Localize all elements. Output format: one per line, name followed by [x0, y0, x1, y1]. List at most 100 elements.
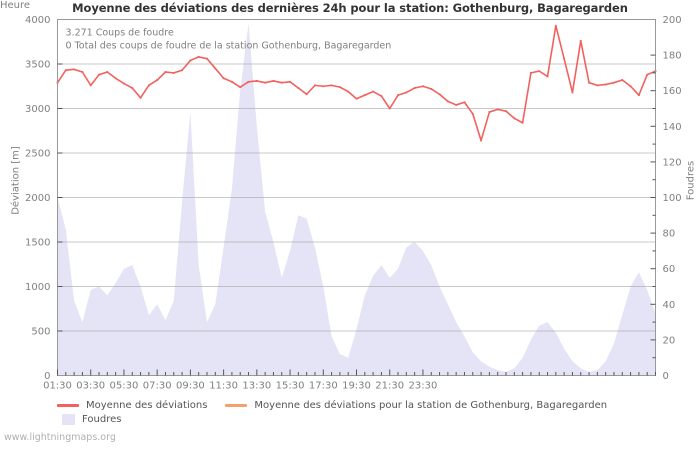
x-axis-tick-label: 01:30: [43, 381, 72, 392]
annotation-station-flashes: 0 Total des coups de foudre de la statio…: [66, 41, 392, 52]
data-point-marker: [239, 86, 242, 89]
y-axis-left-tick-label: 1500: [25, 238, 50, 249]
legend-item-lightning[interactable]: Foudres: [57, 413, 121, 425]
y-axis-right-tick-label: 100: [663, 193, 682, 204]
legend-item-station-deviation[interactable]: Moyenne des déviations pour la station d…: [225, 400, 607, 411]
data-point-marker: [621, 79, 624, 81]
data-point-marker: [563, 57, 566, 60]
data-point-marker: [280, 81, 283, 84]
data-point-marker: [305, 93, 308, 96]
x-axis-tick-label: 17:30: [309, 381, 338, 392]
y-axis-left-tick-label: 2000: [25, 193, 50, 204]
data-point-marker: [330, 84, 333, 87]
data-point-marker: [114, 77, 117, 80]
data-point-marker: [73, 68, 76, 71]
data-point-marker: [471, 112, 474, 115]
y-axis-right-tick-label: 80: [663, 229, 676, 240]
data-point-marker: [147, 84, 150, 87]
data-point-marker: [172, 72, 175, 74]
data-point-marker: [123, 82, 125, 85]
data-point-marker: [513, 117, 516, 120]
data-point-marker: [446, 100, 449, 103]
x-axis-title: Heure: [0, 0, 31, 11]
y-axis-right-tick-label: 140: [663, 122, 682, 133]
data-point-marker: [637, 94, 640, 97]
legend-area-swatch-lightning: [62, 413, 75, 425]
data-point-marker: [347, 90, 350, 93]
y-axis-left-title: Déviation [m]: [10, 146, 22, 215]
data-point-marker: [646, 73, 649, 76]
data-point-marker: [322, 85, 325, 88]
data-point-marker: [297, 87, 300, 89]
y-axis-right-tick-label: 180: [663, 51, 682, 62]
data-point-marker: [455, 104, 458, 106]
data-point-marker: [480, 139, 482, 142]
data-point-marker: [247, 80, 250, 83]
y-axis-right-tick-label: 40: [663, 300, 676, 311]
x-axis-tick-label: 11:30: [209, 381, 238, 392]
legend-row-1: Moyenne des déviations Moyenne des dévia…: [57, 398, 617, 412]
x-axis-tick-label: 05:30: [110, 381, 139, 392]
data-point-marker: [422, 85, 424, 88]
legend-row-2: Foudres: [57, 412, 617, 426]
y-axis-right-tick-label: 120: [663, 157, 682, 168]
data-point-marker: [613, 81, 615, 84]
data-point-marker: [214, 67, 217, 70]
data-point-marker: [588, 81, 590, 84]
data-point-marker: [197, 55, 200, 58]
data-point-marker: [98, 73, 100, 76]
x-axis-tick-label: 15:30: [276, 381, 305, 392]
data-point-marker: [222, 77, 225, 80]
data-point-marker: [206, 57, 208, 60]
data-point-marker: [139, 96, 142, 99]
data-point-marker: [546, 75, 549, 78]
x-axis-tick-label: 21:30: [375, 381, 404, 392]
legend-line-swatch-station: [225, 403, 248, 407]
data-point-marker: [81, 71, 84, 73]
y-axis-right-tick-label: 200: [663, 15, 682, 26]
y-axis-right-tick-label: 0: [663, 371, 669, 382]
data-point-marker: [106, 71, 109, 73]
data-point-marker: [255, 80, 258, 82]
data-point-marker: [438, 93, 441, 96]
y-axis-left-tick-label: 1000: [25, 282, 50, 293]
data-point-marker: [363, 94, 366, 97]
y-axis-left-tick-label: 0: [44, 371, 50, 382]
data-point-marker: [538, 70, 541, 73]
data-point-marker: [430, 88, 433, 90]
data-point-marker: [388, 107, 391, 110]
y-axis-right-title: Foudres: [685, 160, 697, 201]
y-axis-left-tick-label: 2500: [25, 149, 50, 160]
data-point-marker: [463, 101, 466, 104]
data-point-marker: [338, 86, 341, 89]
legend-line-swatch-deviation: [57, 403, 79, 407]
data-point-marker: [289, 80, 291, 83]
lightning-area-series: [57, 23, 656, 376]
data-point-marker: [596, 84, 599, 87]
data-point-marker: [397, 94, 399, 97]
data-point-marker: [496, 108, 499, 111]
data-point-marker: [131, 87, 134, 89]
data-point-marker: [231, 80, 233, 83]
data-point-marker: [372, 90, 375, 93]
x-axis-tick-label: 03:30: [76, 381, 105, 392]
data-point-marker: [405, 91, 408, 94]
y-axis-left-tick-label: 3500: [25, 60, 50, 71]
x-axis-tick-label: 13:30: [242, 381, 271, 392]
annotation-total-flashes: 3.271 Coups de foudre: [66, 28, 174, 39]
data-point-marker: [571, 91, 574, 94]
y-axis-right-tick-label: 160: [663, 86, 682, 97]
data-point-marker: [264, 81, 267, 84]
y-axis-left-tick-label: 3000: [25, 104, 50, 115]
legend-item-deviation[interactable]: Moyenne des déviations: [57, 400, 207, 411]
legend-label-station-deviation: Moyenne des déviations pour la station d…: [254, 399, 608, 411]
data-point-marker: [272, 80, 275, 82]
data-point-marker: [189, 59, 192, 62]
y-axis-right-tick-label: 60: [663, 264, 676, 275]
data-point-marker: [505, 110, 507, 113]
x-axis-tick-label: 07:30: [143, 381, 172, 392]
data-point-marker: [89, 84, 92, 87]
data-point-marker: [629, 85, 632, 88]
data-point-marker: [604, 83, 607, 86]
